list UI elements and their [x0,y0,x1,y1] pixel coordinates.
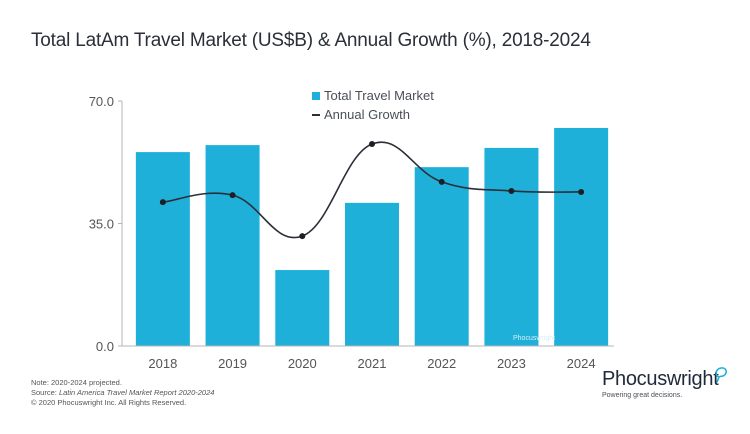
bar-2019 [205,145,260,346]
point-2018 [159,199,166,206]
watermark-text: Phocuswright [513,335,555,342]
note-text: Note: 2020-2024 projected. [31,378,122,387]
x-tick-label: 2022 [427,356,456,371]
point-2020 [299,233,306,240]
watermark: Phocuswright [513,335,555,342]
bar-2020 [275,270,330,346]
logo-name: Phocuswright [602,368,719,390]
x-tick-label: 2019 [218,356,247,371]
source-prefix: Source: [31,388,59,397]
bars-group [135,127,609,346]
bar-2024 [554,127,609,346]
bar-2018 [135,152,190,346]
legend-label-bar: Total Travel Market [324,88,434,103]
y-tick-label: 0.0 [96,339,114,354]
point-2024 [578,189,585,195]
x-ticks: 2018 2019 2020 2021 2022 2023 2024 [148,356,595,371]
point-2023 [508,187,515,194]
x-tick-label: 2023 [497,356,526,371]
phocuswright-logo: Phocuswright Powering great decisions. [602,367,727,399]
legend-label-line: Annual Growth [324,107,410,122]
x-tick-label: 2018 [148,356,177,371]
footnotes: Note: 2020-2024 projected. Source: Latin… [31,378,214,408]
legend: Total Travel Market Annual Growth [312,88,434,122]
point-2021 [369,141,375,148]
y-tick-label: 70.0 [89,94,114,109]
speech-swirl-icon [715,367,727,383]
chart-title: Total LatAm Travel Market (US$B) & Annua… [31,30,591,51]
x-tick-label: 2024 [567,356,596,371]
bar-2023 [484,147,539,346]
copyright-text: © 2020 Phocuswright Inc. All Rights Rese… [31,398,187,407]
source-title: Latin America Travel Market Report 2020-… [58,388,215,397]
point-2019 [229,192,236,199]
y-ticks: 0.0 35.0 70.0 [89,94,122,354]
x-tick-label: 2020 [288,356,317,371]
y-tick-label: 35.0 [89,217,114,232]
growth-points [159,141,585,240]
bar-2022 [414,167,469,346]
bar-2021 [345,202,399,346]
source-text: Source: Latin America Travel Market Repo… [31,388,214,398]
logo-tagline: Powering great decisions. [602,392,683,399]
legend-swatch-bar [312,92,320,100]
x-tick-label: 2021 [358,356,387,371]
legend-swatch-line [312,114,320,116]
point-2022 [438,178,445,185]
